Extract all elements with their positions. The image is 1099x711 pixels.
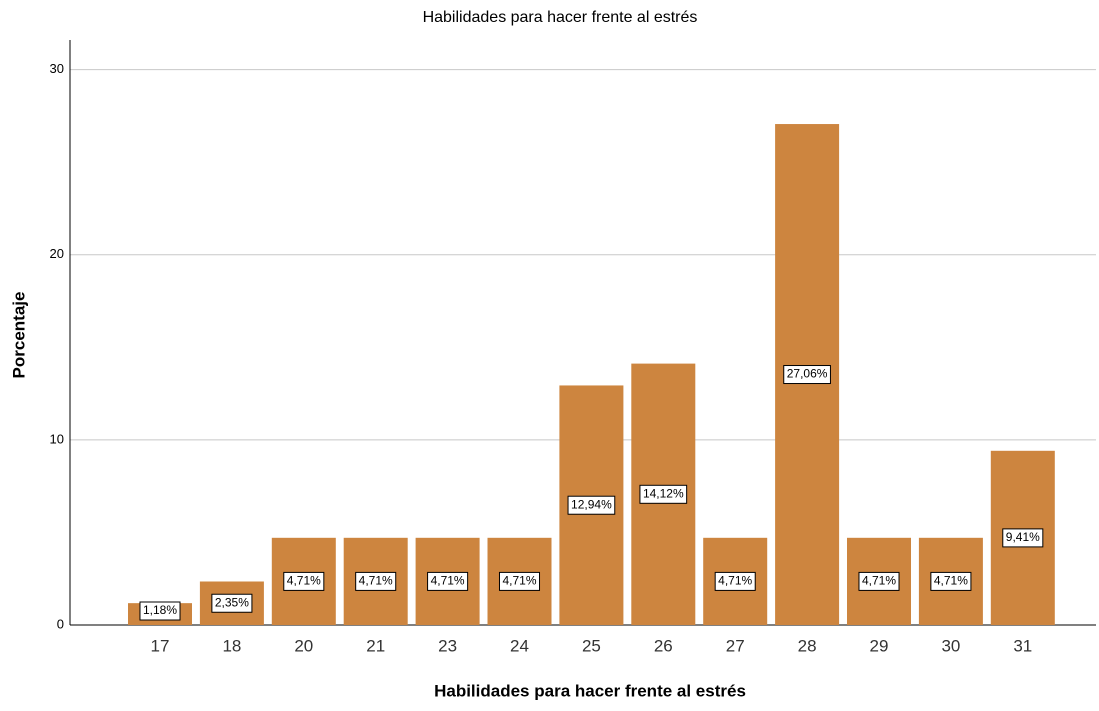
value-label: 9,41% xyxy=(1006,530,1040,544)
x-tick-label: 28 xyxy=(798,636,817,655)
y-tick-label: 10 xyxy=(50,431,64,446)
value-label-box xyxy=(355,571,397,591)
value-label: 4,71% xyxy=(359,574,393,588)
value-label-box xyxy=(427,571,469,591)
value-label: 4,71% xyxy=(431,574,465,588)
y-tick-label: 20 xyxy=(50,246,64,261)
x-tick-label: 23 xyxy=(438,636,457,655)
value-label-box xyxy=(714,571,756,591)
x-tick-label: 25 xyxy=(582,636,601,655)
y-axis-title: Porcentaje xyxy=(9,292,28,379)
x-axis-title: Habilidades para hacer frente al estrés xyxy=(434,681,746,700)
value-label-box xyxy=(498,571,541,591)
x-tick-label: 20 xyxy=(294,636,313,655)
value-label-box xyxy=(858,571,900,591)
x-tick-label: 18 xyxy=(222,636,241,655)
value-label: 4,71% xyxy=(718,574,752,588)
x-tick-label: 27 xyxy=(726,636,745,655)
x-tick-label: 30 xyxy=(941,636,960,655)
value-label-box xyxy=(567,495,616,515)
value-label-box xyxy=(1002,528,1044,548)
x-tick-label: 26 xyxy=(654,636,673,655)
y-tick-label: 30 xyxy=(50,61,64,76)
value-label-box xyxy=(139,601,181,621)
value-label: 4,71% xyxy=(862,574,896,588)
x-tick-label: 21 xyxy=(366,636,385,655)
x-tick-label: 24 xyxy=(510,636,529,655)
x-tick-label: 17 xyxy=(151,636,170,655)
value-label: 27,06% xyxy=(787,367,828,381)
value-label: 4,71% xyxy=(287,574,321,588)
value-label: 1,18% xyxy=(143,603,177,617)
y-tick-label: 0 xyxy=(57,616,64,631)
x-tick-label: 31 xyxy=(1013,636,1032,655)
value-label: 14,12% xyxy=(643,486,684,500)
value-label: 2,35% xyxy=(215,595,249,609)
value-label-box xyxy=(639,484,688,504)
value-label: 4,71% xyxy=(934,574,968,588)
value-label-box xyxy=(783,365,831,385)
value-label: 4,71% xyxy=(502,574,536,588)
value-label: 12,94% xyxy=(571,497,612,511)
value-label-box xyxy=(211,593,253,613)
value-label-box xyxy=(930,571,972,591)
x-tick-label: 29 xyxy=(870,636,889,655)
chart-title: Habilidades para hacer frente al estrés xyxy=(423,9,698,26)
value-label-box xyxy=(283,571,325,591)
